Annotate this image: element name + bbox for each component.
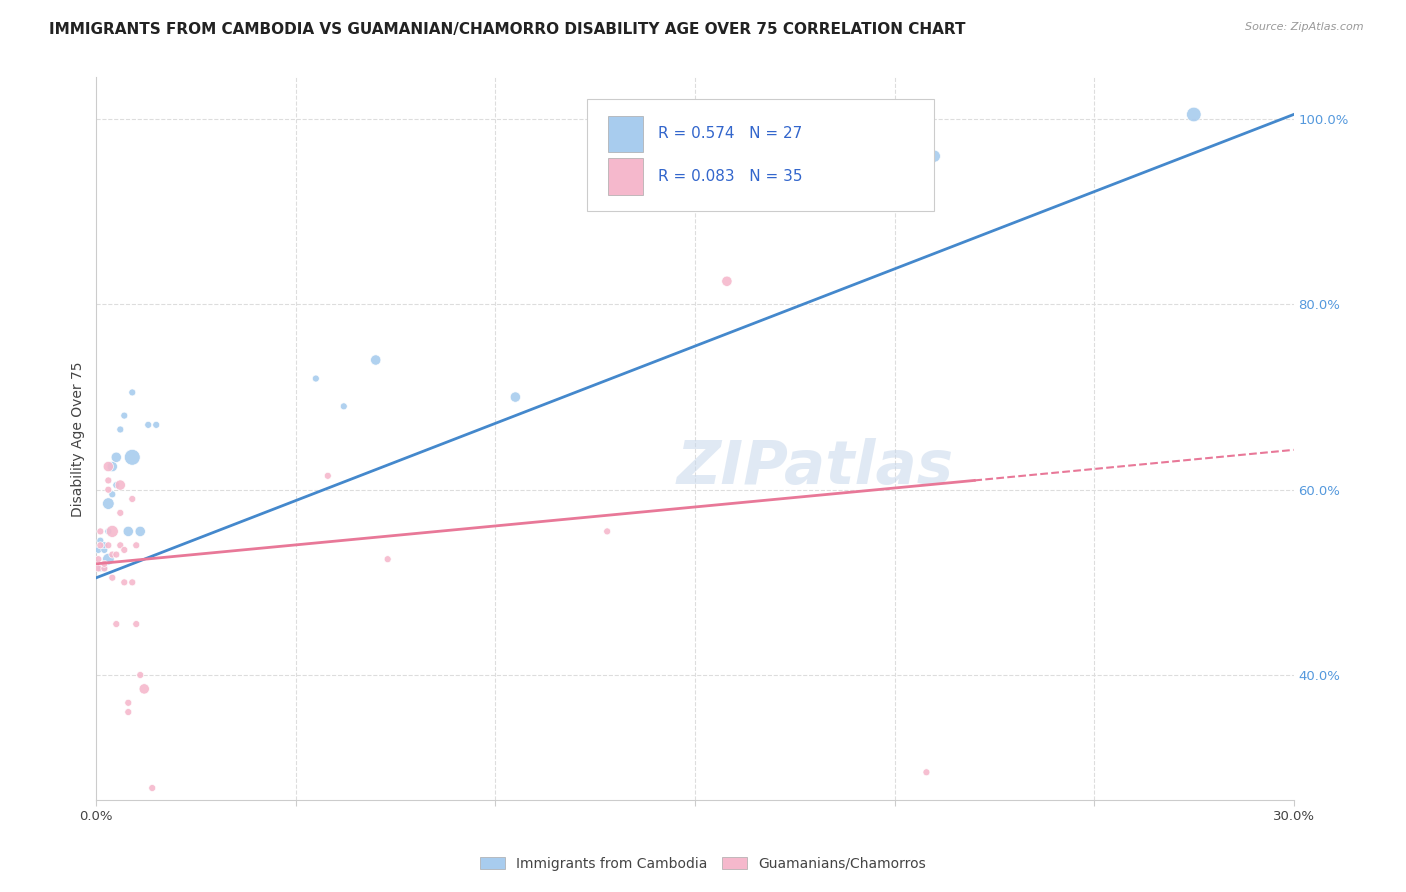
Point <box>731 149 754 163</box>
Point <box>125 538 148 552</box>
Point <box>117 524 139 539</box>
Point <box>101 571 124 585</box>
Point <box>93 557 115 571</box>
Point <box>97 538 120 552</box>
Point <box>112 575 135 590</box>
Point <box>596 524 619 539</box>
Point <box>121 491 143 506</box>
Point <box>924 149 946 163</box>
Point <box>112 543 135 558</box>
Text: IMMIGRANTS FROM CAMBODIA VS GUAMANIAN/CHAMORRO DISABILITY AGE OVER 75 CORRELATIO: IMMIGRANTS FROM CAMBODIA VS GUAMANIAN/CH… <box>49 22 966 37</box>
FancyBboxPatch shape <box>588 99 935 211</box>
Point <box>121 450 143 465</box>
Point <box>121 575 143 590</box>
Point <box>101 459 124 474</box>
Point <box>105 450 128 465</box>
Point <box>105 617 128 632</box>
Point <box>101 548 124 562</box>
Point <box>1182 107 1205 121</box>
Point <box>97 483 120 497</box>
Point <box>110 478 132 492</box>
Point <box>97 497 120 511</box>
Point <box>93 543 115 558</box>
Point <box>716 274 738 288</box>
Point <box>105 478 128 492</box>
Point <box>97 524 120 539</box>
Point <box>110 506 132 520</box>
Point <box>93 561 115 575</box>
Text: R = 0.083   N = 35: R = 0.083 N = 35 <box>658 169 803 184</box>
Point <box>87 561 110 575</box>
Point <box>93 561 115 575</box>
Text: Source: ZipAtlas.com: Source: ZipAtlas.com <box>1246 22 1364 32</box>
Point <box>89 561 111 575</box>
Point <box>97 552 120 566</box>
Text: ZIPatlas: ZIPatlas <box>676 438 953 497</box>
Point <box>136 417 159 432</box>
Point <box>97 474 120 488</box>
Point <box>110 538 132 552</box>
Point <box>505 390 527 404</box>
Point <box>101 487 124 501</box>
Point <box>316 468 339 483</box>
Point <box>333 400 356 414</box>
Point <box>117 696 139 710</box>
Point <box>305 371 328 385</box>
Point <box>141 780 163 795</box>
FancyBboxPatch shape <box>607 159 644 194</box>
Point <box>89 538 111 552</box>
Point <box>129 524 152 539</box>
Point <box>110 422 132 436</box>
Text: R = 0.574   N = 27: R = 0.574 N = 27 <box>658 127 801 141</box>
Point <box>145 417 167 432</box>
Point <box>101 524 124 539</box>
Point <box>89 533 111 548</box>
Point <box>125 617 148 632</box>
Point <box>97 459 120 474</box>
Point <box>915 765 938 780</box>
Y-axis label: Disability Age Over 75: Disability Age Over 75 <box>72 361 86 516</box>
Point <box>117 705 139 719</box>
Point <box>89 524 111 539</box>
Point <box>87 543 110 558</box>
Point <box>121 385 143 400</box>
Point <box>377 552 399 566</box>
Legend: Immigrants from Cambodia, Guamanians/Chamorros: Immigrants from Cambodia, Guamanians/Cha… <box>475 851 931 876</box>
Point <box>364 353 387 368</box>
Point <box>134 681 156 696</box>
Point <box>87 552 110 566</box>
FancyBboxPatch shape <box>607 116 644 152</box>
Point <box>93 538 115 552</box>
Point <box>129 668 152 682</box>
Point <box>105 548 128 562</box>
Point <box>112 409 135 423</box>
